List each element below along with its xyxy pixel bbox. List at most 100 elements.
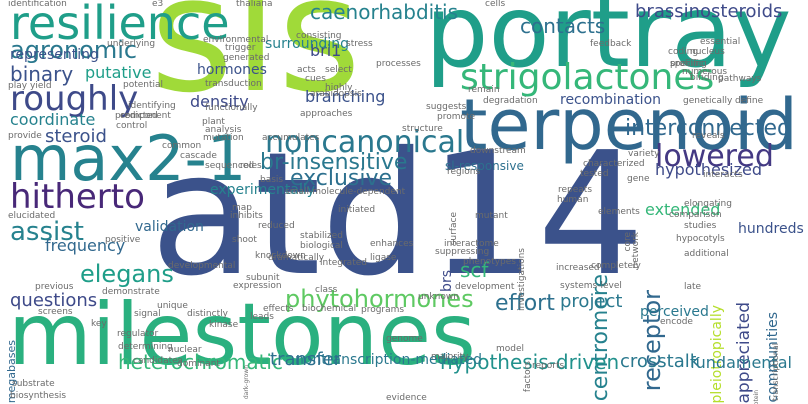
cloud-word: evidence	[386, 393, 427, 403]
cloud-word: resilience	[10, 0, 230, 50]
cloud-word: cues	[305, 74, 326, 84]
cloud-word: identification	[8, 0, 67, 9]
cloud-word: remain	[468, 85, 500, 95]
cloud-word: hundreds	[738, 221, 804, 237]
cloud-word: br-insensitive	[260, 150, 408, 175]
cloud-word: plant	[202, 117, 225, 127]
cloud-word: regions	[447, 167, 481, 177]
cloud-word: component	[120, 111, 171, 121]
cloud-word: exclusive	[290, 166, 393, 191]
cloud-word: structure	[402, 124, 443, 134]
cloud-word: approaches	[300, 109, 353, 119]
cloud-word: portray	[425, 0, 792, 90]
cloud-word: developmental	[168, 261, 236, 271]
cloud-word: steroid	[45, 126, 107, 147]
cloud-word: interacts	[703, 170, 743, 180]
cloud-word: shoot	[232, 235, 257, 245]
cloud-word: enhances	[370, 239, 414, 249]
cloud-word: downstream	[470, 146, 526, 156]
cloud-word: small-molecule-dependent	[285, 187, 406, 197]
cloud-word: experimentally	[210, 182, 316, 198]
cloud-word: pathways	[718, 74, 762, 84]
cloud-word: environmental	[203, 35, 269, 45]
cloud-word: essential	[700, 37, 741, 47]
cloud-word: substrate	[12, 379, 55, 389]
cloud-word: late	[684, 282, 702, 292]
cloud-word: project	[560, 291, 623, 312]
cloud-word: coordinate	[10, 110, 96, 129]
cloud-word: studies	[684, 221, 717, 231]
cloud-word: nontranscription-mediated	[295, 352, 482, 368]
cloud-word: feedback	[590, 39, 632, 49]
cloud-word: control	[116, 121, 148, 131]
cloud-word: scf	[460, 258, 489, 282]
cloud-word: degradation	[483, 96, 538, 106]
cloud-word: programs	[361, 305, 405, 315]
cloud-word: transcriptional	[771, 343, 780, 402]
cloud-word: gene	[627, 174, 650, 184]
cloud-word: nucleus	[690, 47, 725, 57]
cloud-word: assist	[10, 217, 84, 247]
cloud-word: surrounding	[265, 36, 349, 52]
cloud-word: select	[325, 65, 352, 75]
cloud-word: identifying	[128, 101, 176, 111]
cloud-word: promote	[437, 112, 476, 122]
cloud-word: sls	[150, 0, 362, 128]
cloud-word: demonstrate	[102, 287, 160, 297]
cloud-word: accumulates	[262, 133, 320, 143]
cloud-word: mutation	[203, 133, 244, 143]
cloud-word: model	[496, 344, 525, 354]
cloud-word: knockdown	[255, 251, 306, 261]
cloud-word: transduction	[205, 79, 262, 89]
cloud-word: fundamental	[690, 353, 792, 372]
cloud-word: map	[232, 203, 252, 213]
cloud-word: expression	[233, 281, 282, 291]
cloud-word: subunit	[246, 273, 280, 283]
cloud-word: effort	[495, 291, 555, 316]
cloud-word: thaliana	[236, 0, 273, 9]
cloud-word: elegans	[80, 260, 174, 288]
cloud-word: underlying	[107, 39, 156, 49]
cloud-word: effects	[263, 304, 294, 314]
cloud-word: unknown	[418, 292, 459, 302]
cloud-word: consisting	[296, 31, 342, 41]
cloud-word: increased	[556, 263, 600, 273]
cloud-word: investigations	[517, 248, 527, 311]
cloud-word: binding	[690, 73, 724, 83]
cloud-word: functionally	[205, 103, 258, 113]
cloud-word: cascade	[180, 151, 217, 161]
cloud-word: coding	[668, 47, 699, 57]
cloud-word: unique	[157, 301, 188, 311]
cloud-word: strigolactones	[460, 57, 715, 98]
cloud-word: phytohormones	[285, 285, 474, 313]
cloud-word: interconnected	[625, 116, 791, 141]
cloud-word: stabilized	[300, 231, 343, 241]
cloud-word: frequency	[45, 236, 126, 255]
cloud-word: variety	[628, 149, 660, 159]
cloud-word: suggests	[426, 102, 467, 112]
cloud-word: agronomic	[10, 36, 138, 64]
cloud-word: specific	[670, 59, 705, 69]
cloud-word: signal	[134, 309, 161, 319]
cloud-word: initiated	[338, 205, 376, 215]
cloud-word: hitherto	[10, 177, 145, 217]
cloud-word: milestones	[8, 285, 476, 385]
cloud-word: caenorhabditis	[310, 0, 459, 24]
cloud-word: highly	[325, 83, 353, 93]
cloud-word: bri1	[310, 41, 342, 60]
cloud-word: define	[735, 96, 764, 106]
cloud-word: recombination	[560, 92, 662, 108]
cloud-word: cells	[485, 0, 506, 9]
cloud-word: screens	[38, 307, 73, 317]
cloud-word: genome	[386, 334, 423, 344]
cloud-word: sl-responsive	[445, 159, 524, 173]
cloud-word: repeats	[558, 185, 593, 195]
cloud-word: extended	[645, 200, 721, 219]
cloud-word: comparison	[669, 210, 722, 220]
cloud-word: hypothesized	[655, 160, 762, 179]
cloud-word: genetically	[683, 96, 733, 106]
cloud-word: determining	[118, 342, 173, 352]
cloud-word: trigger	[225, 43, 256, 53]
cloud-word: generated	[223, 53, 270, 63]
cloud-word: phenotypes	[463, 257, 516, 267]
